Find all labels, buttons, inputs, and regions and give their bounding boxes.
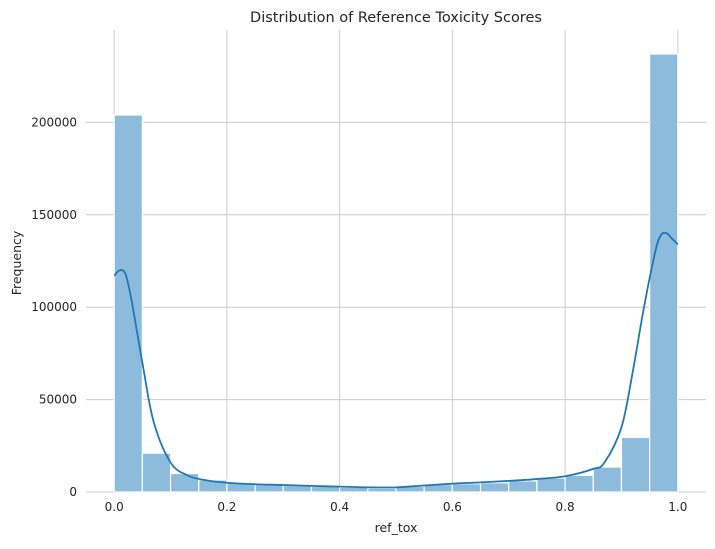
chart-title: Distribution of Reference Toxicity Score… [250,10,542,26]
kde-line [113,231,679,489]
histogram-bar-13 [479,482,510,493]
histogram-bars [113,53,679,493]
x-tick-label: 0.6 [443,500,462,514]
histogram-bar-9 [367,487,397,493]
y-tick-label: 200000 [31,115,77,129]
y-tick-label: 0 [69,485,77,499]
y-tick-label: 100000 [31,300,77,314]
y-tick-label: 50000 [39,393,77,407]
histogram-bar-16 [564,474,594,493]
grid-lines [86,30,706,493]
y-axis-label: Frequency [9,230,24,295]
y-tick-labels: 0 50000 100000 150000 200000 [31,115,77,499]
x-tick-labels: 0.0 0.2 0.4 0.6 0.8 1.0 [105,500,688,514]
histogram-bar-18 [620,436,651,493]
x-axis-label: ref_tox [375,520,418,535]
histogram-bar-12 [451,483,482,493]
y-tick-label: 150000 [31,208,77,222]
histogram-bar-2 [169,472,200,493]
histogram-bar-14 [508,480,538,493]
x-tick-label: 0.4 [330,500,349,514]
histogram-bar-19 [649,53,679,493]
histogram-bar-0 [113,114,143,493]
x-tick-label: 0.8 [556,500,575,514]
histogram-bar-1 [141,452,172,493]
x-tick-label: 0.2 [217,500,236,514]
histogram-bar-15 [536,477,566,493]
x-tick-label: 1.0 [668,500,687,514]
x-tick-label: 0.0 [105,500,124,514]
histogram-bar-17 [592,466,623,493]
